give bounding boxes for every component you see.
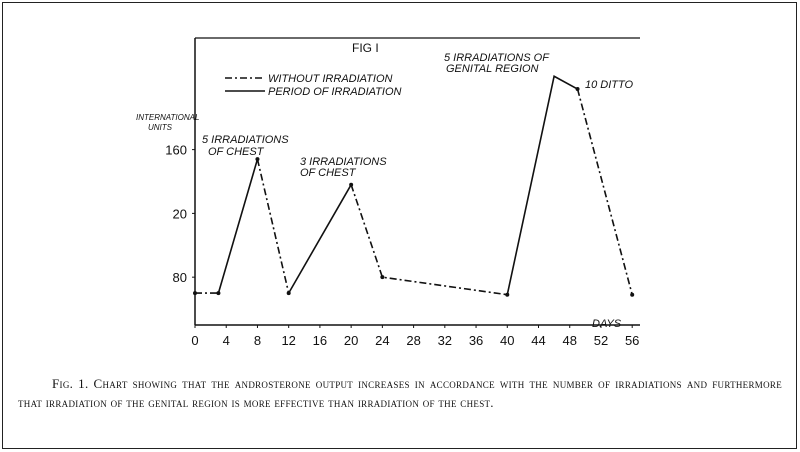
annotation: 5 IRRADIATIONS OF [444,52,550,64]
data-line [287,184,352,294]
x-tick-label: 12 [281,333,295,348]
data-line [217,158,259,294]
x-tick-label: 4 [223,333,230,348]
y-tick-label: 160 [165,143,187,158]
x-tick-label: 52 [594,333,608,348]
x-tick-label: 56 [625,333,639,348]
annotation: 5 IRRADIATIONS [202,134,289,146]
chart-title: FIG I [352,41,379,55]
y-tick-label: 20 [173,206,187,221]
y-axis-label: UNITS [148,123,173,132]
x-tick-label: 20 [344,333,358,348]
data-line [350,184,508,296]
x-tick-label: 16 [313,333,327,348]
annotation: 10 DITTO [585,79,634,91]
x-tick-label: 40 [500,333,514,348]
x-tick-label: 36 [469,333,483,348]
x-tick-label: 24 [375,333,389,348]
annotation: GENITAL REGION [446,63,539,75]
x-tick-label: 28 [406,333,420,348]
annotation: OF CHEST [300,167,357,179]
annotation: OF CHEST [208,146,265,158]
data-line [256,158,290,294]
data-point [193,291,197,296]
x-tick-label: 8 [254,333,261,348]
y-tick-label: 80 [173,270,187,285]
data-point [380,275,385,280]
x-tick-label: 32 [438,333,452,348]
data-line [576,88,633,295]
caption: Fig. 1. Chart showing that the androster… [18,376,782,410]
legend-label: PERIOD OF IRRADIATION [268,86,401,98]
annotation: 3 IRRADIATIONS [300,156,387,168]
x-tick-label: 44 [531,333,545,348]
x-axis-label: DAYS [592,318,622,330]
data-point [630,292,635,297]
x-tick-label: 48 [563,333,577,348]
y-axis-label: INTERNATIONAL [136,113,199,122]
legend-label: WITHOUT IRRADIATION [268,73,393,85]
x-tick-label: 0 [191,333,198,348]
data-line [506,75,578,295]
